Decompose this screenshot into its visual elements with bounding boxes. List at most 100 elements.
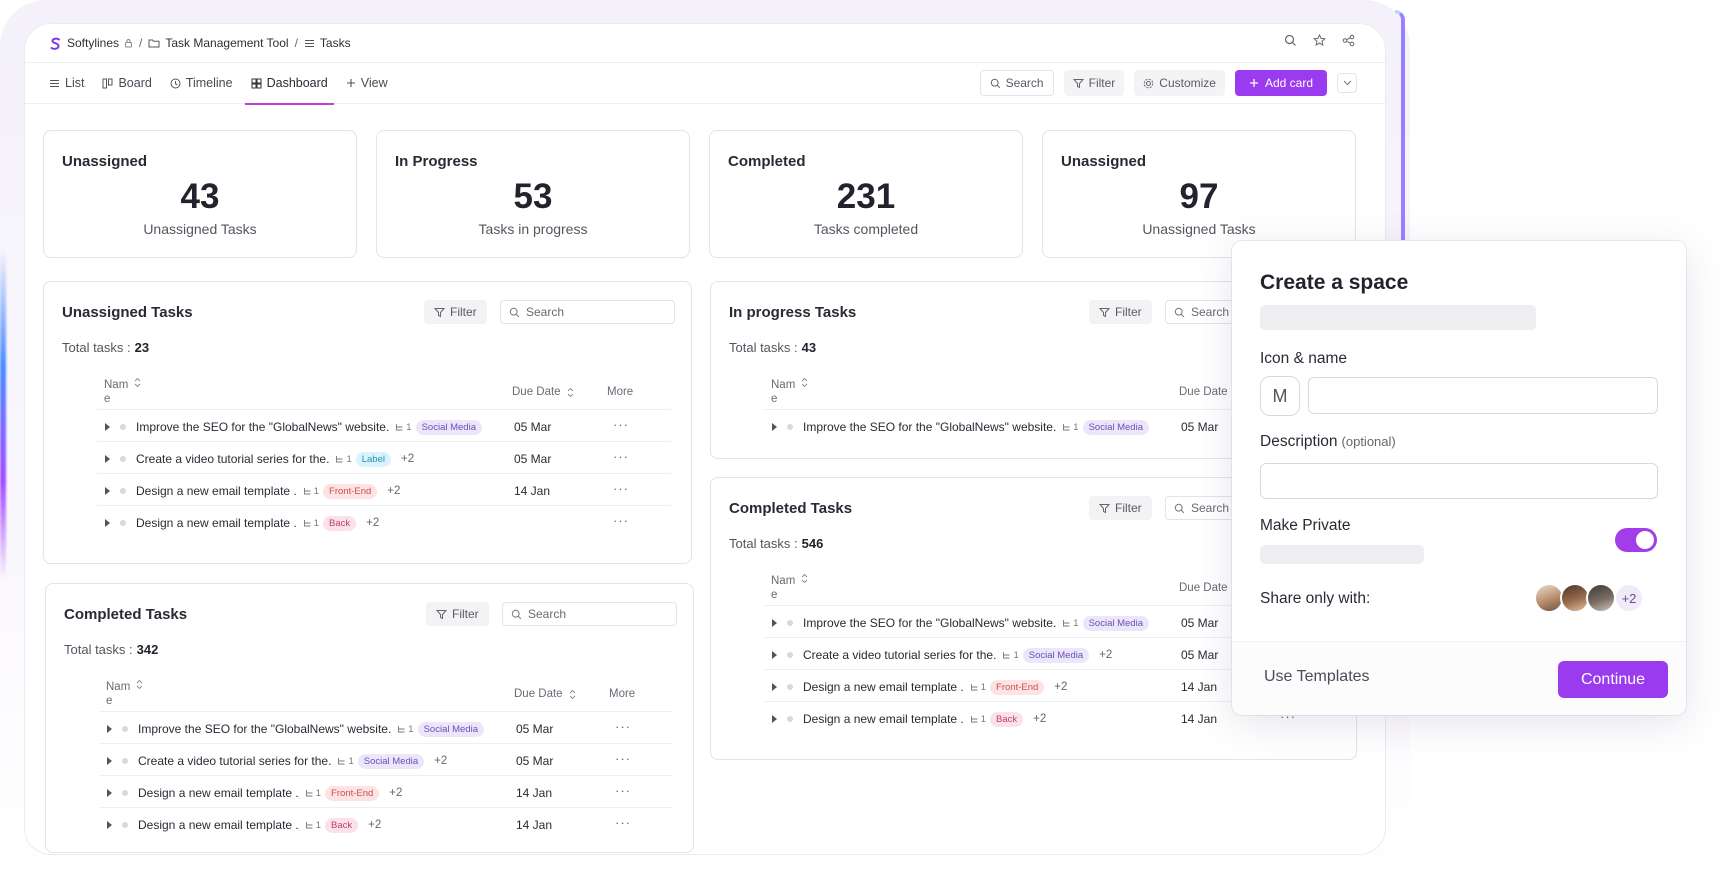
star-icon[interactable] [1313,34,1326,47]
column-header-due-date[interactable]: Due Date [512,386,574,398]
column-header-due-date[interactable]: Due Date [514,688,576,700]
space-name-input[interactable] [1308,377,1658,414]
expand-caret-icon[interactable] [772,683,777,691]
avatar[interactable] [1586,583,1616,613]
task-tag[interactable]: Social Media [1022,647,1090,663]
panel-filter-button[interactable]: Filter [426,602,489,626]
tab-dashboard[interactable]: Dashboard [244,62,334,105]
task-tag[interactable]: Back [323,515,357,531]
task-name[interactable]: Improve the SEO for the "GlobalNews" web… [803,420,1057,434]
more-tags-count[interactable]: +2 [368,819,382,831]
add-card-button[interactable]: Add card [1234,70,1327,96]
expand-caret-icon[interactable] [105,487,110,495]
panel-search-input[interactable]: Search [500,300,675,324]
tab-list[interactable]: List [49,62,84,104]
task-tag[interactable]: Back [990,711,1024,727]
row-more-menu-icon[interactable]: ··· [615,751,631,766]
table-row[interactable]: Design a new email template . 1 Back +2 [99,807,673,842]
task-tag[interactable]: Social Media [1082,419,1149,435]
task-name[interactable]: Design a new email template . [803,712,964,726]
avatar[interactable] [1534,583,1564,613]
more-tags-count[interactable]: +2 [387,485,401,497]
add-card-dropdown-button[interactable] [1337,73,1357,93]
more-tags-count[interactable]: +2 [1099,649,1113,661]
task-name[interactable]: Design a new email template . [138,786,299,800]
expand-caret-icon[interactable] [107,757,112,765]
column-header-name[interactable]: Nam e [106,679,143,708]
use-templates-link[interactable]: Use Templates [1264,668,1370,685]
row-more-menu-icon[interactable]: ··· [615,719,631,734]
table-row[interactable]: Design a new email template . 1 Front-En… [764,669,1336,704]
more-tags-count[interactable]: +2 [1054,681,1068,693]
expand-caret-icon[interactable] [107,821,112,829]
column-header-name[interactable]: Nam e [771,573,808,602]
task-tag[interactable]: Social Media [357,753,425,769]
breadcrumb-page[interactable]: Tasks [304,36,351,50]
tab-timeline[interactable]: Timeline [170,62,233,104]
panel-search-input[interactable]: Search [502,602,677,626]
task-tag[interactable]: Front-End [990,679,1045,695]
row-more-menu-icon[interactable]: ··· [615,815,631,830]
status-dot-icon[interactable] [787,716,793,722]
filter-button[interactable]: Filter [1063,70,1125,96]
status-dot-icon[interactable] [122,822,128,828]
more-users-badge[interactable]: +2 [1614,583,1644,613]
expand-caret-icon[interactable] [772,423,777,431]
column-header-name[interactable]: Nam e [771,377,808,406]
task-tag[interactable]: Label [355,451,391,467]
more-tags-count[interactable]: +2 [1033,713,1047,725]
table-row[interactable]: Design a new email template . 1 Back +2 [97,505,671,540]
task-name[interactable]: Improve the SEO for the "GlobalNews" web… [138,722,392,736]
row-more-menu-icon[interactable]: ··· [613,513,629,528]
task-name[interactable]: Create a video tutorial series for the. [138,754,332,768]
make-private-toggle[interactable] [1615,528,1657,552]
panel-filter-button[interactable]: Filter [424,300,487,324]
table-row[interactable]: Design a new email template . 1 Front-En… [99,775,673,810]
task-tag[interactable]: Social Media [1082,615,1149,631]
task-tag[interactable]: Front-End [323,483,378,499]
task-tag[interactable]: Back [325,817,359,833]
task-name[interactable]: Design a new email template . [136,484,297,498]
table-row[interactable]: Create a video tutorial series for the. … [764,637,1336,672]
continue-button[interactable]: Continue [1558,661,1668,698]
task-name[interactable]: Create a video tutorial series for the. [803,648,997,662]
more-tags-count[interactable]: +2 [400,453,415,465]
row-more-menu-icon[interactable]: ··· [613,417,629,432]
expand-caret-icon[interactable] [772,651,777,659]
row-more-menu-icon[interactable]: ··· [615,783,631,798]
shared-users[interactable]: +2 [1534,583,1644,613]
expand-caret-icon[interactable] [107,725,112,733]
status-dot-icon[interactable] [787,424,793,430]
space-icon-picker[interactable]: M [1260,376,1300,416]
expand-caret-icon[interactable] [105,455,110,463]
table-row[interactable]: Improve the SEO for the "GlobalNews" web… [764,409,1336,444]
breadcrumb-project[interactable]: Task Management Tool [148,36,289,50]
expand-caret-icon[interactable] [772,715,777,723]
table-row[interactable]: Improve the SEO for the "GlobalNews" web… [99,711,673,746]
row-more-menu-icon[interactable]: ··· [613,481,629,496]
table-row[interactable]: Improve the SEO for the "GlobalNews" web… [764,605,1336,640]
search-icon[interactable] [1284,34,1297,47]
customize-button[interactable]: Customize [1134,70,1225,96]
expand-caret-icon[interactable] [772,619,777,627]
expand-caret-icon[interactable] [105,519,110,527]
description-input[interactable] [1260,463,1658,499]
task-tag[interactable]: Social Media [417,721,484,737]
table-row[interactable]: Design a new email template . 1 Front-En… [97,473,671,508]
task-name[interactable]: Design a new email template . [136,516,297,530]
task-name[interactable]: Design a new email template . [803,680,964,694]
task-name[interactable]: Create a video tutorial series for the. [136,452,330,466]
more-tags-count[interactable]: +2 [434,755,448,767]
column-header-name[interactable]: Nam e [104,377,141,406]
row-more-menu-icon[interactable]: ··· [613,449,629,464]
status-dot-icon[interactable] [120,488,126,494]
status-dot-icon[interactable] [787,684,793,690]
table-row[interactable]: Design a new email template . 1 Back +2 [764,701,1336,736]
more-tags-count[interactable]: +2 [366,517,380,529]
tab-add-view[interactable]: View [346,62,388,104]
search-button[interactable]: Search [979,70,1054,96]
breadcrumb-workspace[interactable]: Softylines [49,36,133,50]
task-name[interactable]: Improve the SEO for the "GlobalNews" web… [136,420,390,434]
status-dot-icon[interactable] [122,758,128,764]
task-tag[interactable]: Front-End [325,785,380,801]
